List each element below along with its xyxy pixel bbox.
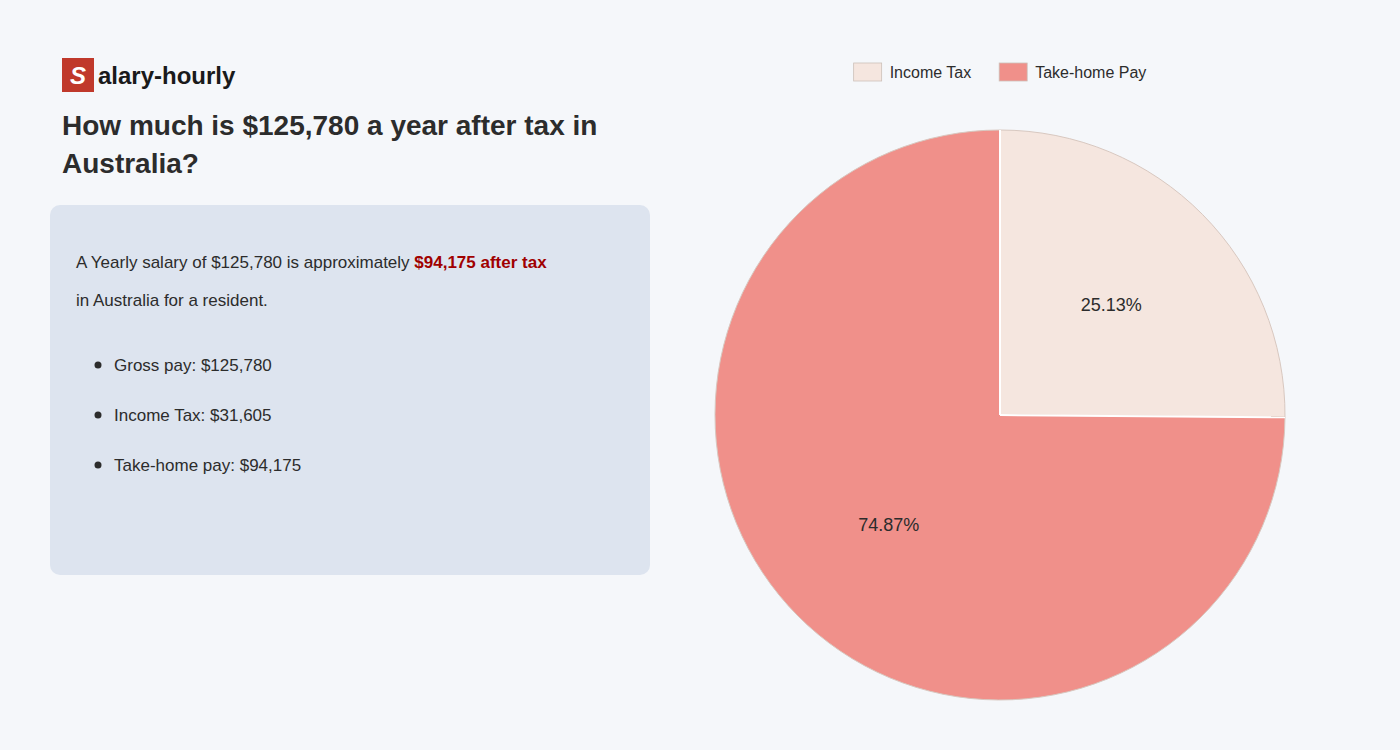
legend-swatch — [999, 63, 1027, 81]
bullet-text: Take-home pay: $94,175 — [114, 456, 301, 475]
legend: Income Tax Take-home Pay — [854, 63, 1147, 81]
info-box — [50, 205, 650, 575]
chart-canvas: Salary-hourly How much is $125,780 a year… — [0, 0, 1400, 750]
pie — [715, 130, 1285, 700]
logo-box — [62, 58, 94, 92]
slice-separator — [999, 130, 1001, 415]
legend-swatch — [854, 63, 882, 81]
info-line: A Yearly salary of $125,780 is approxima… — [76, 253, 547, 272]
bullet — [95, 462, 102, 469]
bullet-text: Income Tax: $31,605 — [114, 406, 272, 425]
chart-title: How much is $125,780 a year after tax in… — [62, 110, 597, 179]
data-label: 25.13% — [1081, 295, 1142, 315]
info-line: in Australia for a resident. — [76, 291, 268, 310]
logo-text: alary-hourly — [98, 62, 236, 89]
legend-item: Income Tax — [854, 63, 972, 81]
legend-item: Take-home Pay — [999, 63, 1146, 81]
pie-slice — [715, 130, 1285, 700]
legend-label: Income Tax — [890, 64, 972, 81]
logo-letter: S — [70, 62, 86, 89]
legend-label: Take-home Pay — [1035, 64, 1146, 81]
bullet-text: Gross pay: $125,780 — [114, 356, 272, 375]
bullet — [95, 362, 102, 369]
bullet — [95, 412, 102, 419]
info-text: A Yearly salary of $125,780 is approxima… — [76, 253, 414, 272]
info-highlight: $94,175 after tax — [414, 253, 547, 272]
slice-separator — [1000, 415, 1285, 417]
pie-slice — [1000, 130, 1285, 417]
data-label: 74.87% — [858, 515, 919, 535]
